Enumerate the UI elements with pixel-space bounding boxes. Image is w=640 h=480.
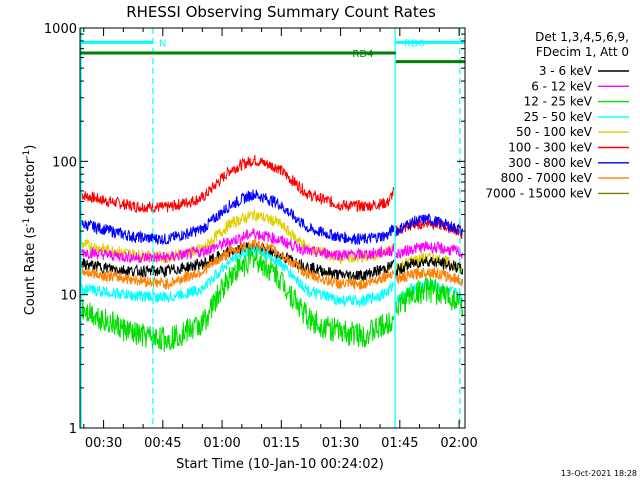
x-tick-label: 01:30 [322, 436, 359, 451]
x-tick-label: 02:00 [440, 436, 477, 451]
y-tick-label: 10 [60, 289, 77, 304]
x-axis-label: Start Time (10-Jan-10 00:24:02) [176, 457, 384, 472]
series-line [395, 276, 464, 317]
flag-label: RD0 [404, 38, 425, 49]
legend-label: 12 - 25 keV [524, 95, 593, 109]
legend-label: 50 - 100 keV [516, 125, 593, 139]
series-layer [81, 154, 464, 353]
flag-label: N [159, 38, 166, 49]
x-tick-label: 01:00 [203, 436, 240, 451]
y-tick-label: 1 [69, 422, 77, 437]
legend-label: 300 - 800 keV [508, 156, 592, 170]
y-tick-label: 100 [52, 155, 77, 170]
legend: Det 1,3,4,5,6,9, FDecim 1, Att 0 3 - 6 k… [485, 30, 629, 200]
series-line [81, 189, 395, 246]
series-line [395, 240, 464, 259]
series-line [81, 241, 395, 283]
footer-timestamp: 13-Oct-2021 18:28 [561, 469, 637, 478]
marker-layer: N RD0 RD4 [80, 28, 465, 428]
legend-label: 6 - 12 keV [531, 79, 593, 93]
series-line [395, 267, 464, 287]
legend-label: 25 - 50 keV [524, 110, 593, 124]
y-axis-label: Count Rate (s-1 detector-1) [22, 145, 38, 316]
legend-label: 100 - 300 keV [508, 141, 592, 155]
chart-title: RHESSI Observing Summary Count Rates [126, 3, 436, 21]
series-line [81, 228, 395, 264]
x-tick-label: 01:15 [263, 436, 300, 451]
legend-header-line-2: FDecim 1, Att 0 [536, 45, 629, 59]
series-line [395, 256, 464, 277]
legend-label: 7000 - 15000 keV [485, 186, 592, 200]
x-tick-label: 01:45 [381, 436, 418, 451]
legend-header-line-1: Det 1,3,4,5,6,9, [535, 30, 629, 44]
x-tick-label: 00:30 [85, 436, 122, 451]
plot-frame [79, 27, 466, 429]
legend-label: 800 - 7000 keV [501, 171, 593, 185]
series-line [81, 248, 395, 353]
axis-layer: 1 10 100 1000 00:30 00:45 01:00 01:15 01:30 01:45… [44, 22, 478, 451]
series-line [81, 238, 395, 290]
series-line [81, 154, 395, 214]
flag-label: RD4 [352, 49, 373, 60]
y-tick-label: 1000 [44, 22, 77, 37]
legend-label: 3 - 6 keV [539, 64, 593, 78]
series-line [395, 213, 464, 237]
x-tick-label: 00:45 [144, 436, 181, 451]
